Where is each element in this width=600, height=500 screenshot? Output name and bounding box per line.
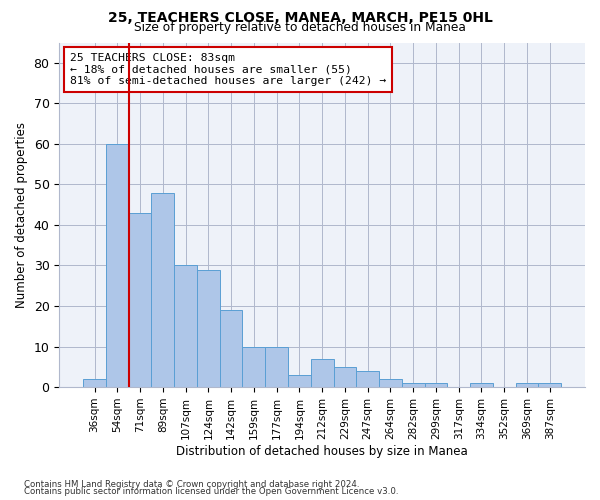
- Text: 25, TEACHERS CLOSE, MANEA, MARCH, PE15 0HL: 25, TEACHERS CLOSE, MANEA, MARCH, PE15 0…: [107, 11, 493, 25]
- Bar: [334, 367, 356, 387]
- Bar: [128, 213, 151, 387]
- Bar: [151, 192, 174, 387]
- Bar: [220, 310, 242, 387]
- Text: Contains HM Land Registry data © Crown copyright and database right 2024.: Contains HM Land Registry data © Crown c…: [24, 480, 359, 489]
- Bar: [470, 383, 493, 387]
- Bar: [242, 346, 265, 387]
- Text: Size of property relative to detached houses in Manea: Size of property relative to detached ho…: [134, 21, 466, 34]
- Bar: [515, 383, 538, 387]
- Text: 25 TEACHERS CLOSE: 83sqm
← 18% of detached houses are smaller (55)
81% of semi-d: 25 TEACHERS CLOSE: 83sqm ← 18% of detach…: [70, 53, 386, 86]
- Bar: [379, 379, 402, 387]
- Bar: [402, 383, 425, 387]
- Text: Contains public sector information licensed under the Open Government Licence v3: Contains public sector information licen…: [24, 487, 398, 496]
- Bar: [265, 346, 288, 387]
- Bar: [83, 379, 106, 387]
- Bar: [425, 383, 448, 387]
- Bar: [174, 266, 197, 387]
- Bar: [106, 144, 128, 387]
- Bar: [197, 270, 220, 387]
- Bar: [538, 383, 561, 387]
- Bar: [288, 375, 311, 387]
- Bar: [356, 371, 379, 387]
- X-axis label: Distribution of detached houses by size in Manea: Distribution of detached houses by size …: [176, 444, 468, 458]
- Bar: [311, 358, 334, 387]
- Y-axis label: Number of detached properties: Number of detached properties: [15, 122, 28, 308]
